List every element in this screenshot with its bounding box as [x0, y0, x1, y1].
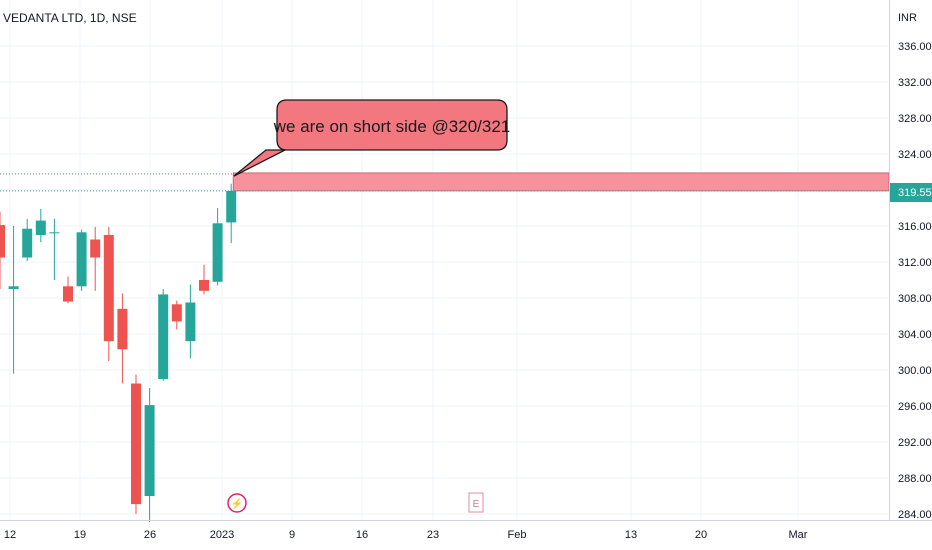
x-tick-label: Feb — [508, 529, 527, 541]
x-tick-label: 9 — [289, 529, 295, 541]
x-tick-label: 2023 — [210, 529, 234, 541]
candle-body — [226, 190, 237, 223]
last-price-tag: 319.55 — [890, 183, 932, 202]
callout-bubble — [233, 99, 508, 177]
x-tick-label: 16 — [356, 529, 368, 541]
last-price-tag-bg — [890, 183, 932, 202]
annotation-text: we are on short side @320/321 — [273, 117, 511, 136]
candle-body — [131, 383, 141, 505]
y-tick-label: 284.00 — [898, 509, 932, 521]
candle-body — [76, 232, 87, 287]
last-price-text: 319.55 — [898, 187, 932, 199]
y-tick-label: 304.00 — [898, 329, 932, 341]
annotation-callout[interactable]: we are on short side @320/321 — [233, 99, 511, 177]
earnings-icon: E — [473, 499, 480, 510]
y-tick-label: 308.00 — [898, 293, 932, 305]
y-tick-label: 296.00 — [898, 401, 932, 413]
x-tick-label: 26 — [144, 529, 156, 541]
candle-body — [49, 232, 60, 234]
x-tick-label: 20 — [695, 529, 707, 541]
candle-body — [185, 302, 196, 342]
candle-body — [103, 235, 114, 342]
candle-body — [0, 225, 5, 258]
dividend-marker-circle — [227, 493, 247, 513]
candle-body — [171, 304, 182, 322]
candle-body — [212, 223, 223, 282]
price-axis[interactable]: 336.00332.00328.00324.00320.00316.00312.… — [898, 41, 932, 521]
earnings-marker[interactable]: E — [468, 492, 484, 513]
flash-icon: ⚡ — [231, 497, 243, 510]
y-tick-label: 336.00 — [898, 41, 932, 53]
y-tick-label: 332.00 — [898, 77, 932, 89]
candle-body — [22, 228, 33, 258]
x-tick-label: 13 — [625, 529, 637, 541]
candle-body — [35, 220, 46, 235]
y-tick-label: 300.00 — [898, 365, 932, 377]
candle-body — [199, 280, 209, 291]
y-tick-label: 316.00 — [898, 221, 932, 233]
candle-body — [8, 286, 19, 289]
y-tick-label: 288.00 — [898, 473, 932, 485]
earnings-marker-box — [468, 492, 484, 513]
time-axis[interactable]: 12 19 26 2023 9 16 23 Feb 13 20 Mar — [4, 529, 808, 541]
short-zone-rect — [232, 172, 890, 192]
y-tick-label: 328.00 — [898, 113, 932, 125]
currency-label: INR — [898, 12, 917, 24]
y-tick-label: 312.00 — [898, 257, 932, 269]
candle-body — [117, 308, 128, 350]
candle-body — [90, 239, 101, 258]
symbol-title: VEDANTA LTD, 1D, NSE — [3, 11, 137, 25]
x-tick-label: 23 — [427, 529, 439, 541]
x-tick-label: 12 — [4, 529, 16, 541]
y-tick-label: 292.00 — [898, 437, 932, 449]
candle-body — [158, 294, 169, 379]
short-zone — [0, 172, 890, 192]
y-tick-label: 324.00 — [898, 149, 932, 161]
candles — [0, 183, 237, 523]
x-tick-label: Mar — [789, 529, 808, 541]
dividend-marker[interactable]: ⚡ — [227, 493, 247, 513]
candle-body — [63, 286, 73, 302]
candle-body — [144, 405, 155, 496]
x-tick-label: 19 — [74, 529, 86, 541]
